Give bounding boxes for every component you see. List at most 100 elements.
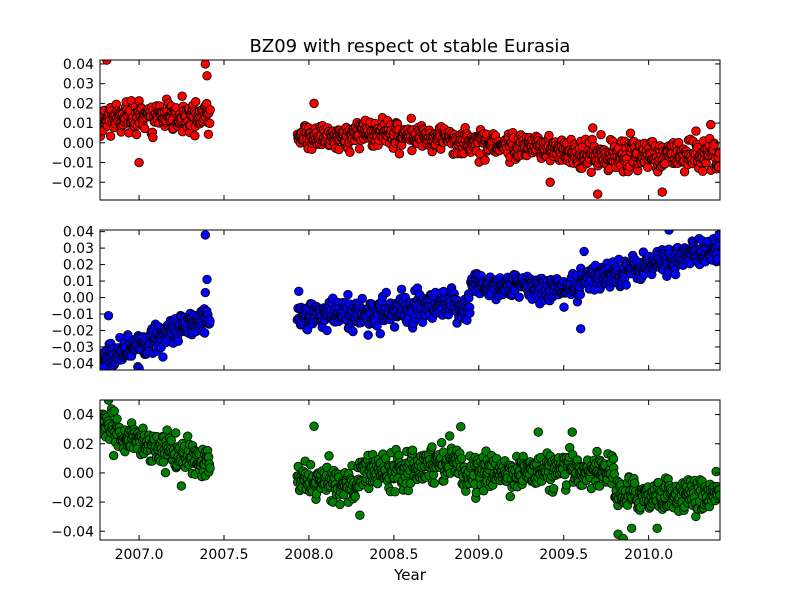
data-point-outlier (309, 421, 319, 431)
data-point (394, 149, 405, 159)
data-point (456, 422, 466, 432)
data-point (588, 123, 598, 133)
data-point (171, 428, 181, 438)
axes-frame-up (99, 399, 721, 541)
data-point (706, 119, 716, 130)
y-tick-label: 0.00 (63, 466, 94, 482)
data-point (436, 437, 447, 448)
data-point (345, 147, 355, 158)
data-point-outlier (545, 177, 555, 187)
data-point (203, 129, 214, 140)
data-point (381, 287, 391, 298)
data-point (148, 132, 158, 143)
y-tick-label: 0.02 (63, 258, 94, 274)
data-point (586, 167, 596, 177)
data-point (594, 481, 605, 491)
x-tick-label: 2008.5 (369, 547, 418, 563)
y-tick-label: 0.02 (63, 437, 94, 453)
data-point (548, 483, 559, 494)
x-tick-label: 2010.0 (624, 547, 673, 563)
data-point-outlier (355, 510, 365, 520)
data-point (592, 446, 602, 457)
data-point (396, 284, 407, 294)
data-point-outlier (567, 427, 577, 437)
axes-frame-north (99, 229, 721, 371)
y-tick-label: 0.00 (63, 291, 94, 307)
y-tick-label: 0.03 (63, 241, 94, 257)
data-point (322, 325, 332, 336)
points-up (100, 400, 720, 540)
data-point (389, 322, 400, 332)
data-point-outlier (309, 98, 319, 109)
data-point (324, 451, 334, 461)
data-point (109, 406, 119, 416)
x-tick-label: 2008.0 (284, 547, 333, 563)
data-point (456, 453, 467, 464)
data-point-outlier (202, 71, 212, 81)
data-point (139, 123, 150, 134)
data-point (363, 330, 373, 340)
chart-title: BZ09 with respect ot stable Eurasia (250, 36, 571, 57)
data-point-outlier (664, 230, 674, 235)
data-point-outlier (200, 60, 211, 69)
data-point (390, 487, 400, 497)
data-point (190, 97, 201, 107)
data-point (465, 308, 475, 318)
data-point-outlier (576, 324, 586, 334)
data-point (625, 128, 636, 138)
data-point-outlier (103, 310, 114, 321)
data-point-outlier (200, 230, 211, 240)
data-point (505, 491, 515, 502)
data-point (112, 414, 122, 424)
data-point-outlier (202, 274, 212, 285)
data-point (372, 321, 382, 331)
data-point (357, 293, 367, 304)
data-point (559, 302, 569, 312)
y-tick-label: 0.04 (63, 225, 94, 241)
x-tick-label: 2007.5 (200, 547, 249, 563)
data-point (698, 166, 708, 177)
data-point (544, 130, 554, 141)
y-tick-label: 0.00 (63, 136, 94, 152)
data-point (711, 466, 720, 477)
y-tick-label: −0.04 (51, 356, 94, 372)
data-point-outlier (134, 157, 144, 168)
data-point (177, 91, 187, 101)
data-point-outlier (200, 287, 211, 298)
data-point-outlier (652, 523, 662, 534)
data-point (205, 316, 215, 326)
data-point (608, 454, 619, 464)
data-point (350, 491, 360, 502)
data-point (190, 131, 200, 141)
data-point (630, 478, 640, 489)
data-point (596, 129, 606, 140)
data-point (407, 145, 417, 156)
data-point (158, 352, 168, 362)
data-point (200, 328, 210, 338)
y-tick-label: −0.01 (51, 156, 94, 172)
data-point-outlier (533, 427, 543, 437)
y-tick-label: 0.02 (63, 96, 94, 112)
data-point (205, 118, 215, 128)
data-point (575, 289, 586, 300)
data-point (464, 293, 474, 303)
data-point (162, 425, 172, 435)
y-tick-label: −0.02 (51, 323, 94, 339)
data-point (444, 431, 455, 441)
data-point (480, 155, 490, 165)
x-tick-label: 2009.5 (539, 547, 588, 563)
data-point-outlier (579, 246, 589, 257)
data-point (621, 280, 631, 290)
data-point (294, 286, 304, 296)
data-point-outlier (626, 523, 637, 534)
data-point (108, 450, 119, 461)
data-point-outlier (593, 189, 603, 199)
data-point (105, 131, 116, 141)
x-tick-label: 2009.0 (454, 547, 503, 563)
y-tick-label: 0.01 (63, 116, 94, 132)
data-point (305, 460, 316, 470)
y-tick-label: 0.01 (63, 274, 94, 290)
data-point (176, 481, 187, 491)
data-point (372, 478, 383, 489)
